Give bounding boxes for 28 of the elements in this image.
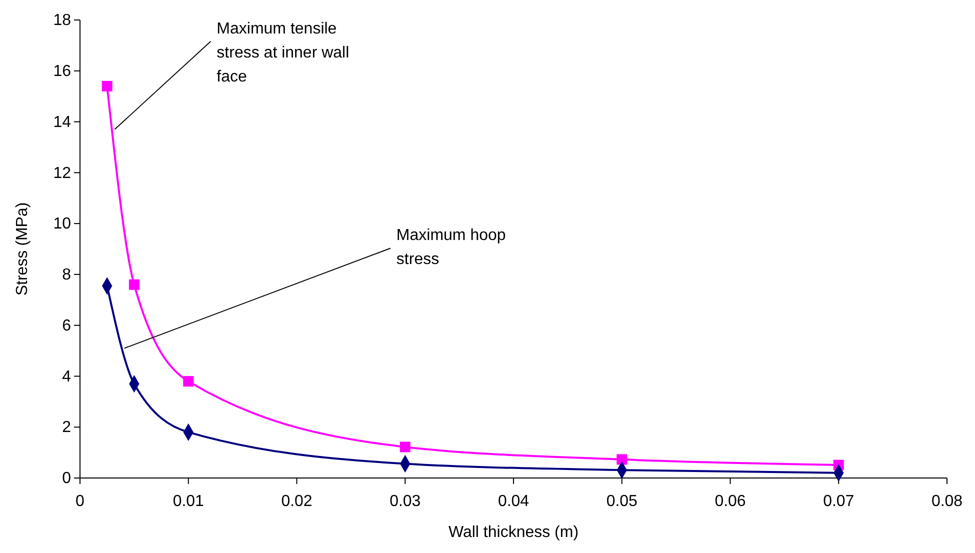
y-tick-label: 10 <box>53 216 72 233</box>
y-tick-label: 2 <box>62 419 72 436</box>
x-tick-label: 0.04 <box>498 493 530 510</box>
x-tick-label: 0.02 <box>281 493 312 510</box>
y-tick-label: 18 <box>53 12 72 30</box>
point <box>183 376 194 387</box>
y-tick-label: 14 <box>53 114 72 131</box>
annotation: Maximum hoop stress <box>396 227 506 268</box>
x-tick-label: 0.06 <box>714 493 746 510</box>
x-tick-label: 0.07 <box>823 493 854 510</box>
y-axis-title: Stress (MPa) <box>14 202 31 296</box>
x-tick-label: 0.08 <box>931 493 963 510</box>
y-tick-label: 8 <box>62 266 72 284</box>
y-tick-label: 16 <box>53 63 72 80</box>
y-tick-label: 0 <box>62 470 72 488</box>
x-tick-label: 0 <box>76 493 85 510</box>
x-tick-label: 0.03 <box>390 493 421 510</box>
x-axis-title: Wall thickness (m) <box>448 524 579 541</box>
annotation: Maximum tensile stress at inner wall face <box>216 20 350 86</box>
x-tick-label: 0.01 <box>172 493 204 510</box>
y-tick-label: 4 <box>62 368 72 386</box>
point <box>400 442 410 452</box>
x-tick-label: 0.05 <box>606 493 638 510</box>
y-tick-label: 12 <box>53 164 72 182</box>
point <box>102 80 112 92</box>
point <box>616 454 628 465</box>
point <box>128 279 140 290</box>
y-tick-label: 6 <box>62 317 72 334</box>
